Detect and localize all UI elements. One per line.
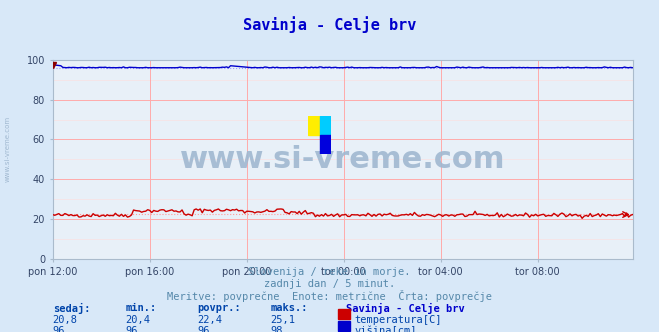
Text: www.si-vreme.com: www.si-vreme.com xyxy=(5,116,11,183)
Text: 96: 96 xyxy=(125,326,138,332)
Text: 20,4: 20,4 xyxy=(125,315,150,325)
Text: Savinja - Celje brv: Savinja - Celje brv xyxy=(243,17,416,34)
Text: www.si-vreme.com: www.si-vreme.com xyxy=(180,145,505,174)
Text: zadnji dan / 5 minut.: zadnji dan / 5 minut. xyxy=(264,279,395,289)
Text: maks.:: maks.: xyxy=(270,303,308,313)
Text: 20,8: 20,8 xyxy=(53,315,78,325)
Text: temperatura[C]: temperatura[C] xyxy=(355,315,442,325)
Text: Slovenija / reke in morje.: Slovenija / reke in morje. xyxy=(248,267,411,277)
Bar xyxy=(308,116,320,135)
Bar xyxy=(338,321,350,331)
Text: 98: 98 xyxy=(270,326,283,332)
Text: višina[cm]: višina[cm] xyxy=(355,326,417,332)
Bar xyxy=(338,309,350,319)
Text: min.:: min.: xyxy=(125,303,156,313)
Text: 22,4: 22,4 xyxy=(198,315,223,325)
Text: Meritve: povprečne  Enote: metrične  Črta: povprečje: Meritve: povprečne Enote: metrične Črta:… xyxy=(167,290,492,302)
Bar xyxy=(320,116,331,135)
Text: 96: 96 xyxy=(53,326,65,332)
Text: Savinja - Celje brv: Savinja - Celje brv xyxy=(346,303,465,314)
Bar xyxy=(320,135,331,154)
Text: 96: 96 xyxy=(198,326,210,332)
Text: 25,1: 25,1 xyxy=(270,315,295,325)
Text: sedaj:: sedaj: xyxy=(53,303,90,314)
Text: povpr.:: povpr.: xyxy=(198,303,241,313)
